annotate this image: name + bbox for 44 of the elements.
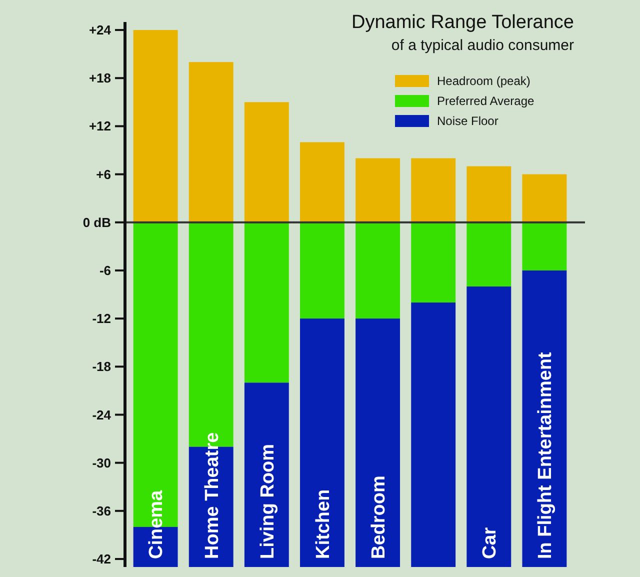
x-tick-label: Home Theatre — [202, 432, 223, 559]
bar — [466, 286, 512, 567]
bar — [300, 222, 344, 319]
legend-label: Headroom (peak) — [437, 74, 530, 88]
x-tick-label: Cinema — [146, 490, 168, 559]
bar — [466, 222, 512, 286]
bar — [188, 62, 234, 222]
bar — [522, 222, 567, 270]
y-tick-label: -12 — [92, 311, 111, 326]
legend-label: Noise Floor — [437, 114, 498, 128]
x-tick-label: Bedroom — [368, 476, 390, 559]
y-tick-label: +6 — [96, 166, 111, 182]
y-tick-label: -18 — [92, 359, 111, 374]
bar — [356, 158, 400, 222]
bar — [300, 142, 344, 222]
bar — [244, 382, 289, 567]
y-tick-label: -42 — [92, 552, 111, 567]
x-tick-label: Living Room — [257, 444, 278, 559]
y-tick-label: -30 — [92, 455, 111, 470]
y-tick-label: -36 — [92, 503, 111, 518]
y-tick-label: +18 — [88, 70, 111, 86]
y-tick-label: -24 — [92, 407, 112, 422]
bar — [244, 222, 289, 383]
y-tick-label: +24 — [88, 22, 112, 38]
bar — [411, 222, 456, 303]
bar — [522, 270, 567, 567]
legend-label: Preferred Average — [437, 94, 534, 108]
y-tick-label: -6 — [99, 263, 111, 278]
bar — [522, 174, 567, 222]
text: of a typical audio consumer — [391, 37, 574, 54]
bar — [356, 222, 400, 319]
y-tick-label: +12 — [88, 118, 111, 134]
bar — [244, 102, 289, 222]
bar — [133, 30, 178, 222]
bar — [411, 302, 456, 567]
bar — [356, 318, 400, 567]
bar — [411, 158, 456, 222]
chart-title: Dynamic Range Tolerance — [352, 12, 574, 33]
x-tick-label: In Flight Entertainment — [535, 351, 556, 559]
x-tick-label: Kitchen — [312, 489, 334, 559]
y-tick-label: 0 dB — [82, 214, 111, 230]
bar — [300, 318, 344, 567]
bar — [466, 166, 512, 222]
x-tick-label: Car — [480, 526, 501, 559]
